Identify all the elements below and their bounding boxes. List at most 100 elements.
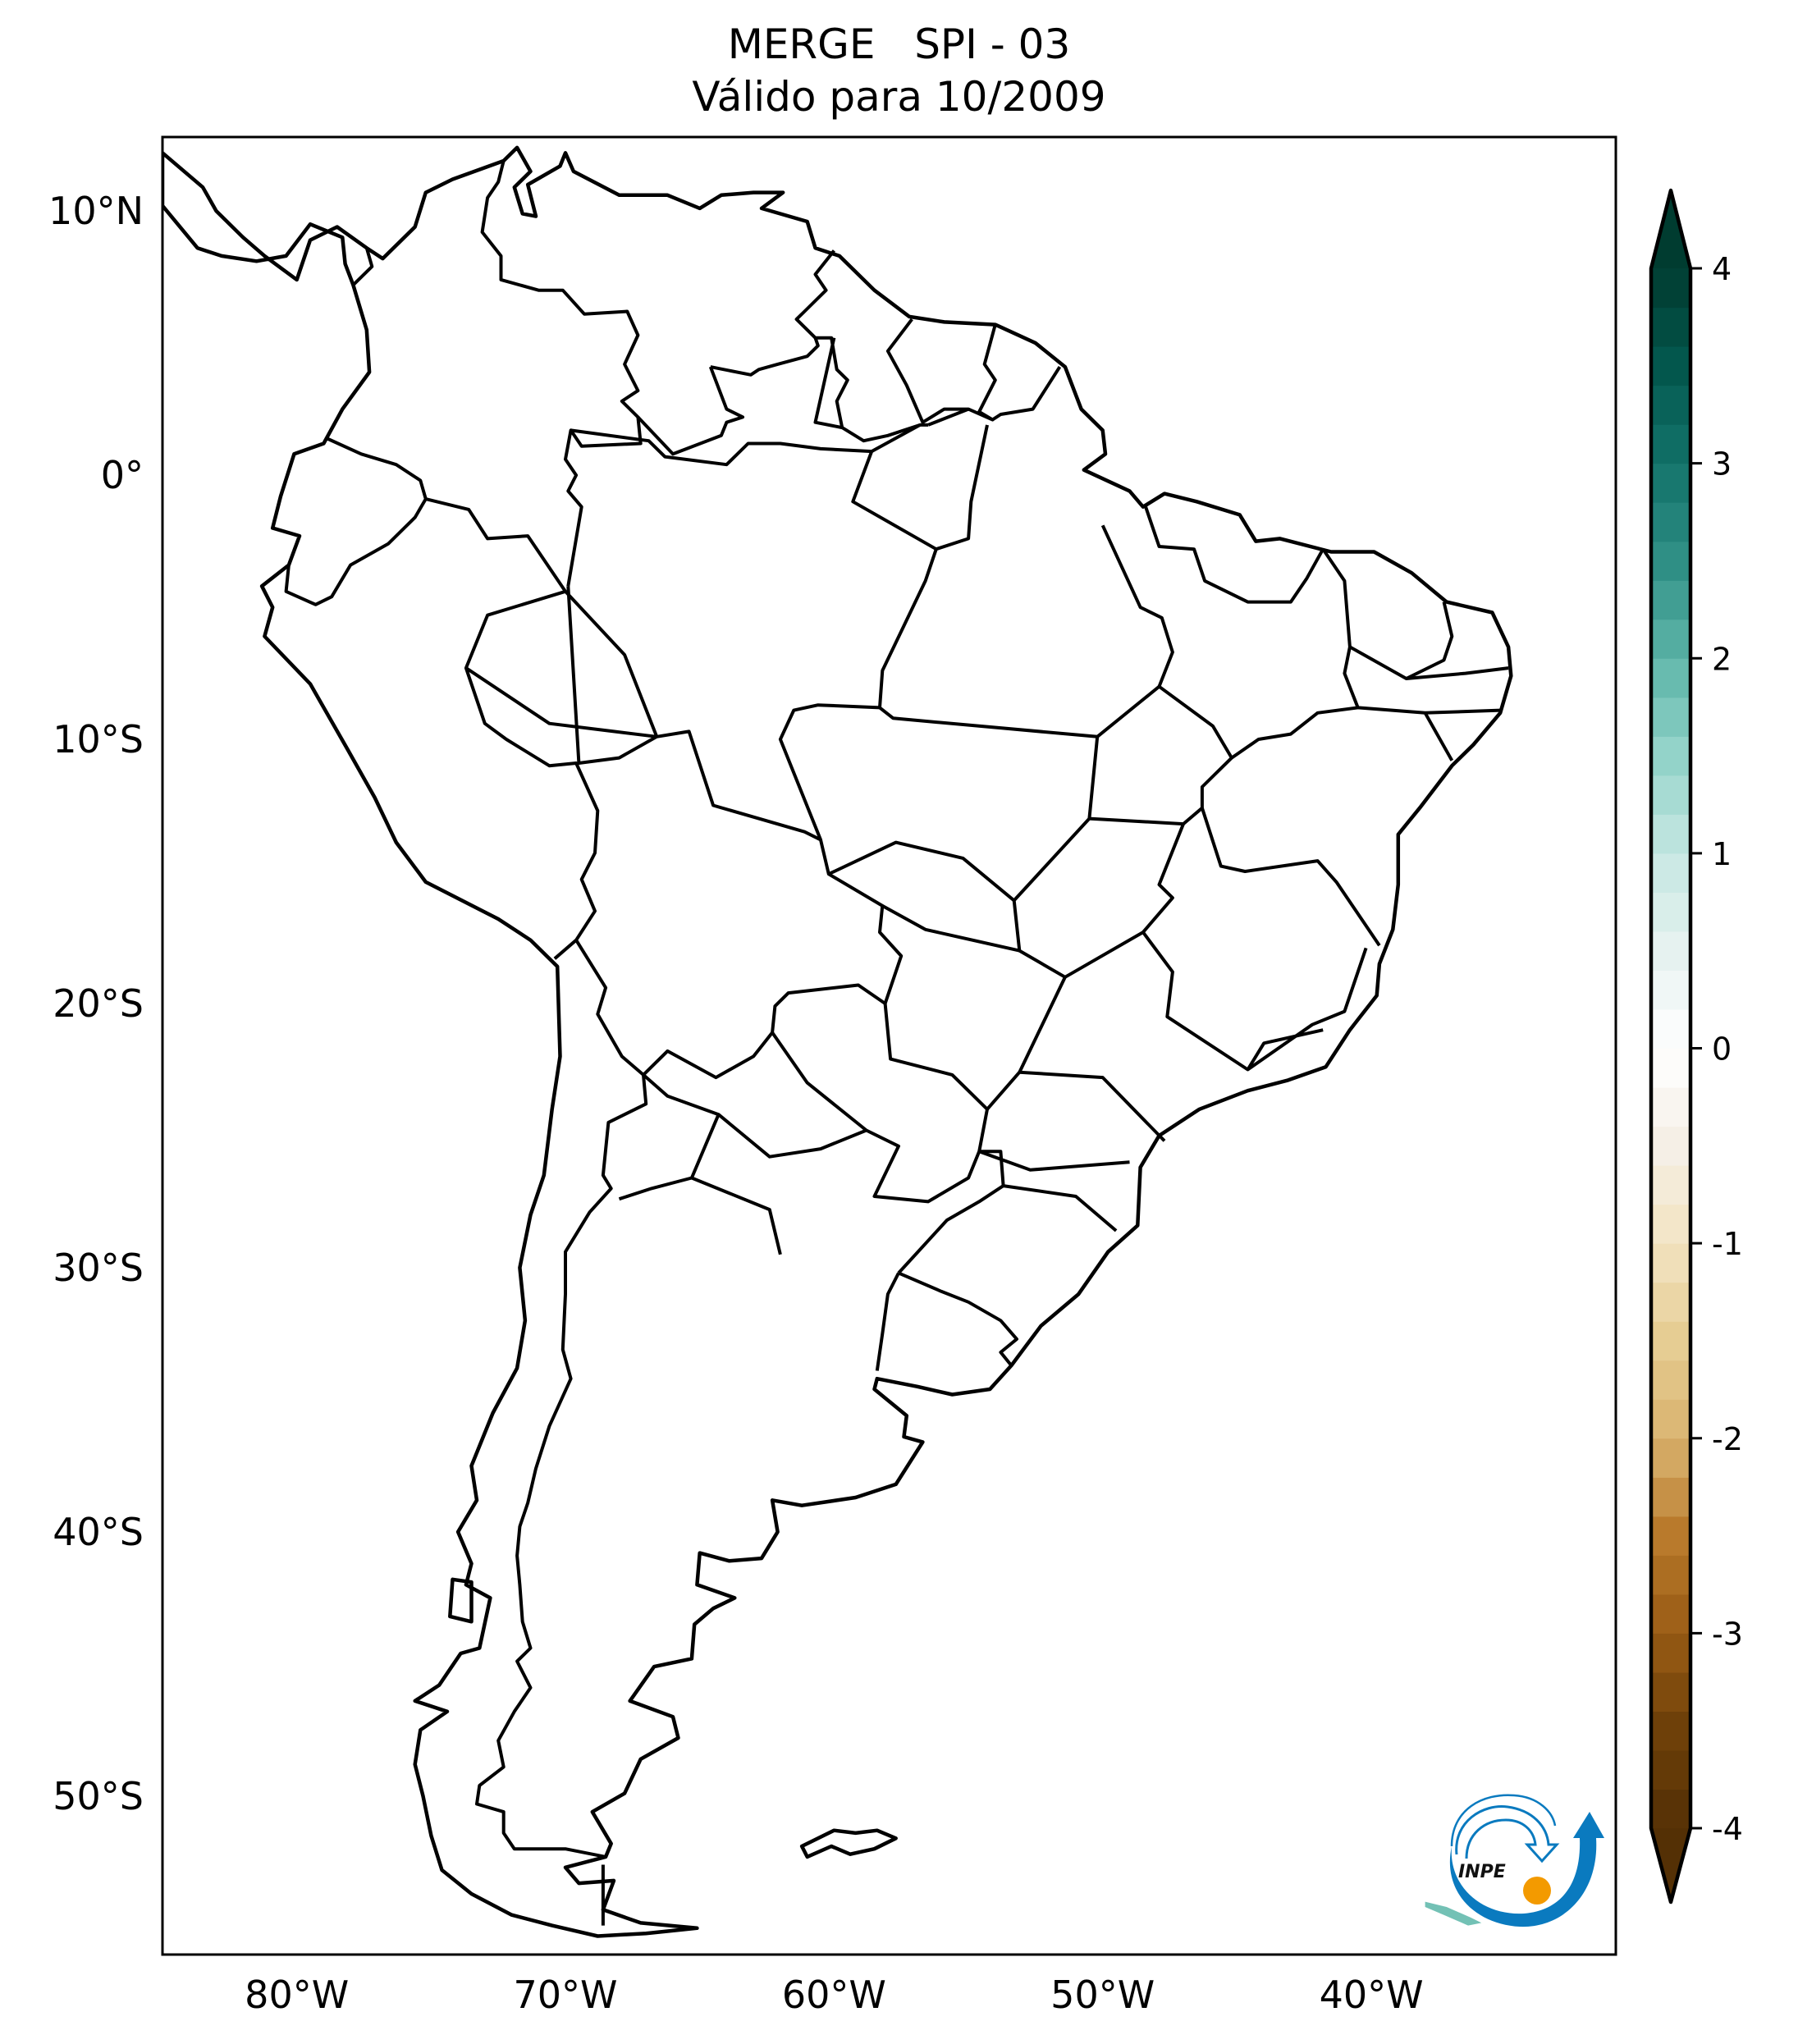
- country-border-39: [1003, 1184, 1118, 1232]
- x-tick-label: 70°W: [513, 1973, 617, 2017]
- country-border-35: [1018, 976, 1166, 1142]
- colorbar-swatch: [1651, 658, 1690, 698]
- colorbar-swatch: [1651, 1360, 1690, 1400]
- country-border-37: [986, 1071, 1021, 1111]
- colorbar-tick-label: -4: [1712, 1811, 1743, 1847]
- colorbar-swatch: [1651, 1594, 1690, 1634]
- chiloe-island-coastline: [448, 1577, 474, 1624]
- country-borders: [284, 160, 1509, 1926]
- colorbar-tick-label: -1: [1712, 1226, 1743, 1262]
- colorbar-extend-min: [1651, 1828, 1690, 1902]
- colorbar-tick-label: 1: [1712, 836, 1732, 872]
- colorbar: 4 3 2 1 0 -1 -2 -3 -4: [1649, 188, 1743, 1905]
- colorbar-swatch: [1651, 463, 1690, 503]
- country-border-32: [1200, 807, 1381, 947]
- country-border-5: [574, 939, 886, 1080]
- colorbar-tick-label: 4: [1712, 251, 1732, 287]
- colorbar-swatch: [1651, 1321, 1690, 1361]
- colorbar-swatch: [1651, 1087, 1690, 1127]
- country-border-0: [351, 247, 374, 286]
- country-border-17: [927, 407, 969, 427]
- x-tick-label: 40°W: [1320, 1973, 1424, 2017]
- y-axis-ticks: 10°N 0° 10°S 20°S 30°S 40°S 50°S: [48, 189, 144, 1818]
- colorbar-swatch: [1651, 814, 1690, 854]
- colorbar-swatch: [1651, 1204, 1690, 1244]
- logo-swoosh-arrow: [1449, 1812, 1604, 1927]
- country-border-26: [1144, 506, 1324, 604]
- colorbar-swatch: [1651, 853, 1690, 893]
- continent-coastline: [162, 145, 1513, 1938]
- country-border-20: [778, 450, 938, 841]
- country-border-18: [813, 337, 843, 430]
- country-border-43: [689, 1113, 782, 1255]
- colorbar-ticks: 4 3 2 1 0 -1 -2 -3 -4: [1690, 251, 1743, 1847]
- colorbar-swatch: [1651, 1126, 1690, 1166]
- country-border-29: [1406, 666, 1509, 680]
- colorbar-swatch: [1651, 1009, 1690, 1049]
- colorbar-extend-max: [1651, 190, 1690, 268]
- colorbar-swatch: [1651, 619, 1690, 659]
- country-border-23: [878, 685, 1160, 738]
- colorbar-swatch: [1651, 1477, 1690, 1517]
- colorbar-swatch: [1651, 1399, 1690, 1439]
- colorbar-swatch: [1651, 1633, 1690, 1673]
- country-border-2: [284, 437, 428, 606]
- country-border-33: [1012, 817, 1185, 979]
- colorbar-swatch: [1651, 1789, 1690, 1829]
- country-border-38: [978, 1150, 1130, 1172]
- colorbar-swatch: [1651, 1671, 1690, 1712]
- colorbar-swatch: [1651, 1165, 1690, 1205]
- colorbar-swatch: [1651, 1243, 1690, 1283]
- coastline: [162, 145, 1513, 1938]
- country-border-22: [464, 666, 657, 738]
- country-border-6: [771, 1003, 989, 1204]
- country-border-9: [898, 1271, 1018, 1367]
- colorbar-swatch: [1651, 1048, 1690, 1088]
- y-tick-label: 30°S: [53, 1246, 144, 1290]
- colorbar-swatch: [1651, 1282, 1690, 1322]
- y-tick-label: 0°: [101, 453, 144, 497]
- colorbar-tick-label: -2: [1712, 1421, 1743, 1457]
- colorbar-swatch: [1651, 580, 1690, 620]
- colorbar-swatches: [1651, 190, 1690, 1902]
- colorbar-swatch: [1651, 541, 1690, 581]
- colorbar-swatch: [1651, 385, 1690, 425]
- colorbar-swatch: [1651, 1749, 1690, 1790]
- country-border-12: [794, 249, 928, 443]
- colorbar-swatch: [1651, 736, 1690, 776]
- colorbar-swatch: [1651, 775, 1690, 815]
- colorbar-tick-label: 3: [1712, 446, 1732, 482]
- chart-title: MERGE SPI - 03 Válido para 10/2009: [0, 18, 1798, 123]
- country-border-1: [480, 160, 643, 587]
- country-border-25: [1087, 524, 1233, 826]
- logo-inner-loop: [1455, 1805, 1560, 1863]
- south-georgia-island: [1425, 1901, 1482, 1926]
- country-border-24: [936, 424, 989, 551]
- country-border-40: [1246, 1028, 1324, 1071]
- colorbar-swatch: [1651, 346, 1690, 386]
- country-border-21: [564, 590, 659, 738]
- logo-text: INPE: [1458, 1862, 1506, 1882]
- colorbar-swatch: [1651, 1711, 1690, 1751]
- country-border-41: [827, 840, 1015, 902]
- colorbar-swatch: [1651, 970, 1690, 1010]
- country-border-3: [425, 497, 600, 960]
- y-tick-label: 10°S: [53, 717, 144, 761]
- country-border-19: [570, 423, 922, 467]
- y-tick-label: 50°S: [53, 1774, 144, 1818]
- x-tick-label: 80°W: [245, 1973, 349, 2017]
- islands: [799, 1828, 1482, 1926]
- country-border-42: [642, 1073, 867, 1159]
- country-border-10: [897, 1150, 1005, 1274]
- y-tick-label: 10°N: [48, 189, 144, 233]
- colorbar-swatch: [1651, 1438, 1690, 1478]
- country-border-4: [566, 586, 904, 1004]
- inpe-logo: INPE: [1449, 1794, 1604, 1927]
- x-tick-label: 50°W: [1050, 1973, 1155, 2017]
- falkland-islands: [799, 1828, 898, 1859]
- country-border-14: [636, 366, 745, 456]
- colorbar-swatch: [1651, 697, 1690, 737]
- colorbar-tick-label: -3: [1712, 1616, 1743, 1652]
- logo-outer-loop: [1450, 1794, 1557, 1847]
